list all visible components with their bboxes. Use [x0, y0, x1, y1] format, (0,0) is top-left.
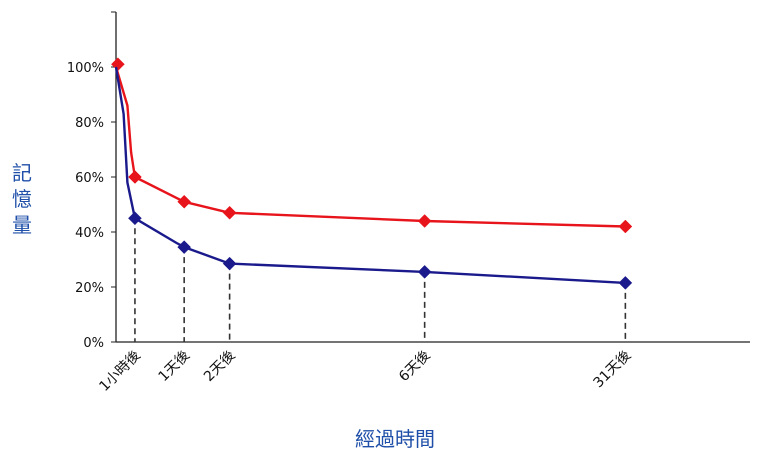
y-tick-label: 80% — [75, 116, 104, 131]
x-axis-label: 經過時間 — [355, 427, 435, 451]
x-category-labels: 1小時後 1天後 2天後 6天後 31天後 — [96, 348, 634, 395]
data-point — [417, 214, 432, 228]
data-point — [618, 276, 633, 290]
y-tick-label: 60% — [75, 171, 104, 186]
y-tick-label: 40% — [75, 226, 104, 241]
series-group — [111, 57, 633, 290]
data-point — [177, 194, 192, 209]
data-point — [177, 240, 192, 254]
x-category-label: 1小時後 — [96, 348, 143, 395]
y-tick-label: 100% — [67, 61, 104, 76]
data-point — [618, 219, 633, 234]
data-point — [222, 256, 237, 271]
series-line — [114, 66, 626, 228]
x-category-label: 6天後 — [396, 348, 433, 385]
x-category-label: 31天後 — [590, 348, 634, 392]
data-point — [222, 205, 237, 220]
vertical-dash-lines — [134, 218, 627, 342]
y-tick-label: 0% — [83, 336, 104, 351]
x-category-label: 1天後 — [156, 348, 193, 385]
data-point — [128, 170, 142, 184]
data-point — [111, 57, 125, 72]
axes — [111, 11, 750, 343]
y-axis-label: 記憶量 — [12, 161, 32, 237]
x-category-label: 2天後 — [201, 348, 238, 385]
data-point — [417, 265, 432, 279]
series-line — [114, 66, 626, 285]
data-point — [128, 211, 142, 226]
y-tick-labels: 0% 20% 40% 60% 80% 100% — [67, 61, 104, 351]
y-tick-label: 20% — [75, 281, 104, 296]
